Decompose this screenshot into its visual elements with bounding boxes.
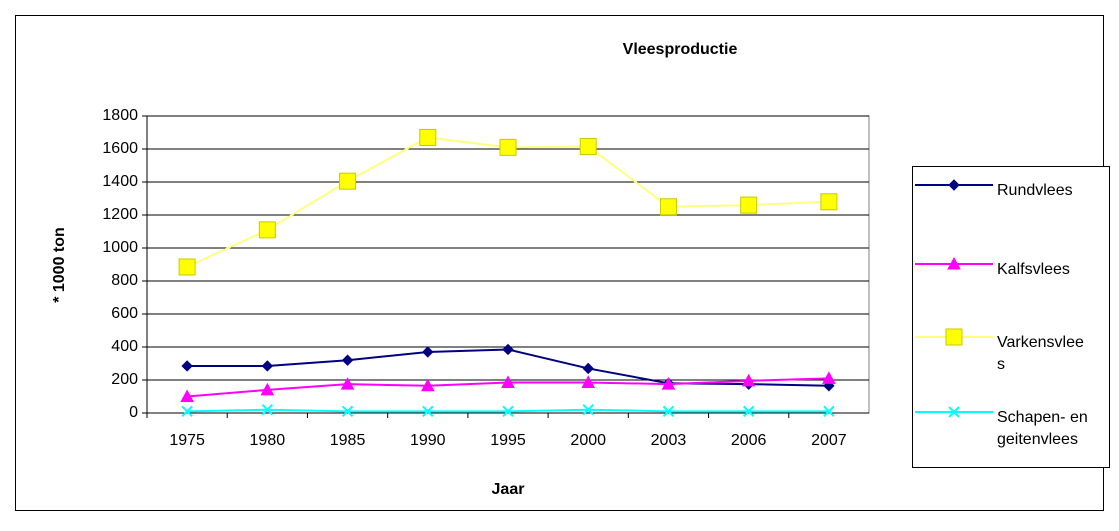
marker bbox=[742, 405, 755, 418]
legend-label: Rundvlees bbox=[997, 182, 1073, 199]
marker bbox=[659, 198, 677, 216]
x-tick-label: 2003 bbox=[651, 432, 687, 449]
marker bbox=[661, 377, 676, 390]
marker bbox=[948, 179, 960, 191]
marker bbox=[582, 403, 594, 416]
marker bbox=[261, 360, 274, 372]
marker bbox=[499, 138, 517, 156]
marker bbox=[823, 405, 835, 418]
marker bbox=[820, 193, 838, 211]
marker bbox=[502, 405, 514, 418]
marker bbox=[341, 405, 354, 418]
marker bbox=[422, 346, 434, 358]
x-tick-label: 1975 bbox=[169, 432, 205, 449]
y-tick-label: 1000 bbox=[102, 239, 138, 256]
y-tick-label: 1200 bbox=[102, 206, 138, 223]
marker bbox=[579, 138, 597, 156]
x-tick-label: 2006 bbox=[731, 432, 767, 449]
marker bbox=[501, 375, 515, 388]
x-tick-label: 1990 bbox=[410, 432, 446, 449]
marker bbox=[180, 389, 194, 402]
x-axis-label: Jaar bbox=[492, 481, 525, 498]
y-tick-label: 0 bbox=[129, 404, 138, 421]
x-tick-label: 2000 bbox=[570, 432, 606, 449]
chart-title: Vleesproductie bbox=[623, 41, 738, 58]
legend-item: Schapen- en geitenvlees bbox=[913, 401, 1109, 467]
marker bbox=[339, 172, 357, 190]
legend-item: Varkensvlees bbox=[913, 326, 1109, 406]
legend-swatch bbox=[915, 179, 993, 191]
marker bbox=[741, 373, 756, 387]
legend: Rundvlees Kalfsvlees Varkensvlees Schapen- … bbox=[912, 166, 1110, 468]
marker bbox=[582, 362, 594, 375]
legend-label: Varkensvlees bbox=[997, 334, 1084, 373]
y-tick-label: 1800 bbox=[102, 107, 138, 124]
marker bbox=[947, 256, 961, 270]
marker bbox=[260, 382, 275, 396]
plot-area bbox=[146, 115, 870, 414]
y-tick-label: 1600 bbox=[102, 140, 138, 157]
x-tick-label: 2007 bbox=[811, 432, 847, 449]
marker bbox=[261, 403, 274, 416]
legend-swatch bbox=[915, 328, 993, 346]
x-tick-label: 1985 bbox=[330, 432, 366, 449]
legend-swatch bbox=[915, 256, 993, 270]
marker bbox=[662, 405, 675, 418]
legend-item: Kalfsvlees bbox=[913, 253, 1109, 333]
marker bbox=[420, 378, 435, 392]
marker bbox=[740, 196, 758, 214]
marker bbox=[178, 258, 196, 276]
marker bbox=[340, 377, 355, 390]
legend-label: Schapen- en geitenvlees bbox=[997, 409, 1088, 448]
y-tick-label: 600 bbox=[111, 305, 138, 322]
marker bbox=[822, 371, 836, 384]
marker bbox=[181, 360, 193, 372]
marker bbox=[341, 354, 354, 366]
marker bbox=[258, 221, 276, 239]
x-tick-label: 1980 bbox=[250, 432, 286, 449]
y-tick-label: 200 bbox=[111, 371, 138, 388]
marker bbox=[419, 128, 437, 146]
y-tick-label: 1400 bbox=[102, 173, 138, 190]
legend-item: Rundvlees bbox=[913, 174, 1109, 254]
marker bbox=[502, 343, 514, 356]
marker bbox=[422, 405, 434, 418]
marker bbox=[948, 406, 960, 418]
marker bbox=[181, 405, 193, 418]
marker bbox=[945, 328, 963, 346]
marker bbox=[581, 375, 596, 388]
y-axis-label: * 1000 ton bbox=[51, 227, 68, 303]
y-tick-label: 400 bbox=[111, 338, 138, 355]
legend-label: Kalfsvlees bbox=[997, 261, 1070, 278]
y-tick-label: 800 bbox=[111, 272, 138, 289]
legend-swatch bbox=[915, 406, 993, 418]
x-tick-label: 1995 bbox=[490, 432, 526, 449]
